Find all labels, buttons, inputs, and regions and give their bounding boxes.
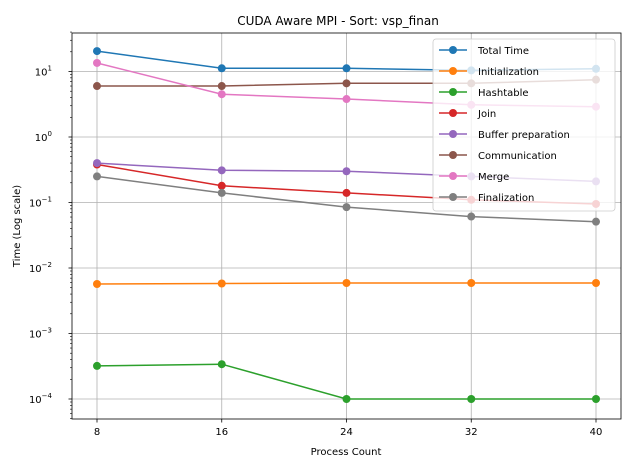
y-tick-label: 10−2	[29, 261, 52, 275]
legend-swatch-marker	[449, 172, 457, 180]
legend-label: Hashtable	[478, 88, 529, 99]
chart-title: CUDA Aware MPI - Sort: vsp_finan	[237, 14, 439, 28]
y-tick-label: 101	[35, 65, 52, 79]
data-point-total-time	[342, 64, 351, 73]
legend-swatch-marker	[449, 193, 457, 201]
data-point-initialization	[592, 279, 600, 288]
legend-label: Merge	[478, 172, 509, 183]
legend-label: Buffer preparation	[478, 130, 570, 141]
legend-label: Total Time	[477, 46, 529, 57]
axis-ticks: 8 16 24 32 40 10−4 10−3 10−2 10−1 100 101	[29, 31, 603, 438]
data-point-communication	[217, 82, 226, 91]
data-point-total-time	[217, 64, 226, 73]
data-point-finalization	[342, 203, 351, 212]
data-point-buffer-preparation	[217, 166, 226, 175]
y-axis-label: Time (Log scale)	[12, 185, 23, 268]
data-point-initialization	[467, 279, 476, 288]
data-point-merge	[217, 90, 226, 99]
data-point-hashtable	[93, 361, 101, 370]
data-point-hashtable	[592, 395, 600, 403]
data-point-merge	[93, 58, 101, 67]
data-point-finalization	[467, 212, 476, 221]
data-point-hashtable	[467, 395, 476, 403]
legend: Total Time Initialization Hashtable Join Buf…	[432, 38, 616, 212]
x-tick-label: 40	[590, 427, 603, 438]
data-point-join	[342, 188, 351, 197]
data-point-communication	[342, 79, 351, 88]
y-tick-label: 10−3	[29, 327, 52, 341]
legend-box	[432, 38, 616, 212]
data-point-initialization	[217, 279, 226, 288]
data-point-finalization	[592, 217, 600, 226]
legend-swatch-marker	[449, 109, 457, 117]
legend-swatch-marker	[449, 88, 457, 96]
data-point-initialization	[342, 279, 351, 288]
data-point-buffer-preparation	[342, 167, 351, 176]
data-point-total-time	[93, 47, 101, 56]
data-point-hashtable	[342, 395, 351, 403]
data-point-finalization	[93, 172, 101, 181]
data-point-merge	[342, 95, 351, 104]
data-point-communication	[93, 82, 101, 91]
x-tick-label: 8	[94, 427, 100, 438]
x-tick-label: 16	[215, 427, 228, 438]
data-point-buffer-preparation	[93, 159, 101, 168]
legend-label: Finalization	[478, 193, 534, 204]
data-point-hashtable	[217, 360, 226, 369]
legend-swatch-marker	[449, 46, 457, 54]
legend-swatch-marker	[449, 151, 457, 159]
data-point-join	[217, 181, 226, 190]
data-point-finalization	[217, 188, 226, 197]
legend-label: Join	[477, 109, 496, 120]
x-tick-label: 32	[465, 427, 478, 438]
y-tick-label: 100	[35, 130, 52, 144]
legend-label: Communication	[478, 151, 557, 162]
x-tick-label: 24	[340, 427, 353, 438]
y-tick-label: 10−1	[29, 196, 52, 210]
x-axis-label: Process Count	[311, 447, 382, 458]
y-tick-label: 10−4	[29, 392, 53, 406]
legend-label: Initialization	[478, 67, 539, 78]
legend-swatch-marker	[449, 130, 457, 138]
legend-swatch-marker	[449, 67, 457, 75]
data-point-initialization	[93, 279, 101, 288]
